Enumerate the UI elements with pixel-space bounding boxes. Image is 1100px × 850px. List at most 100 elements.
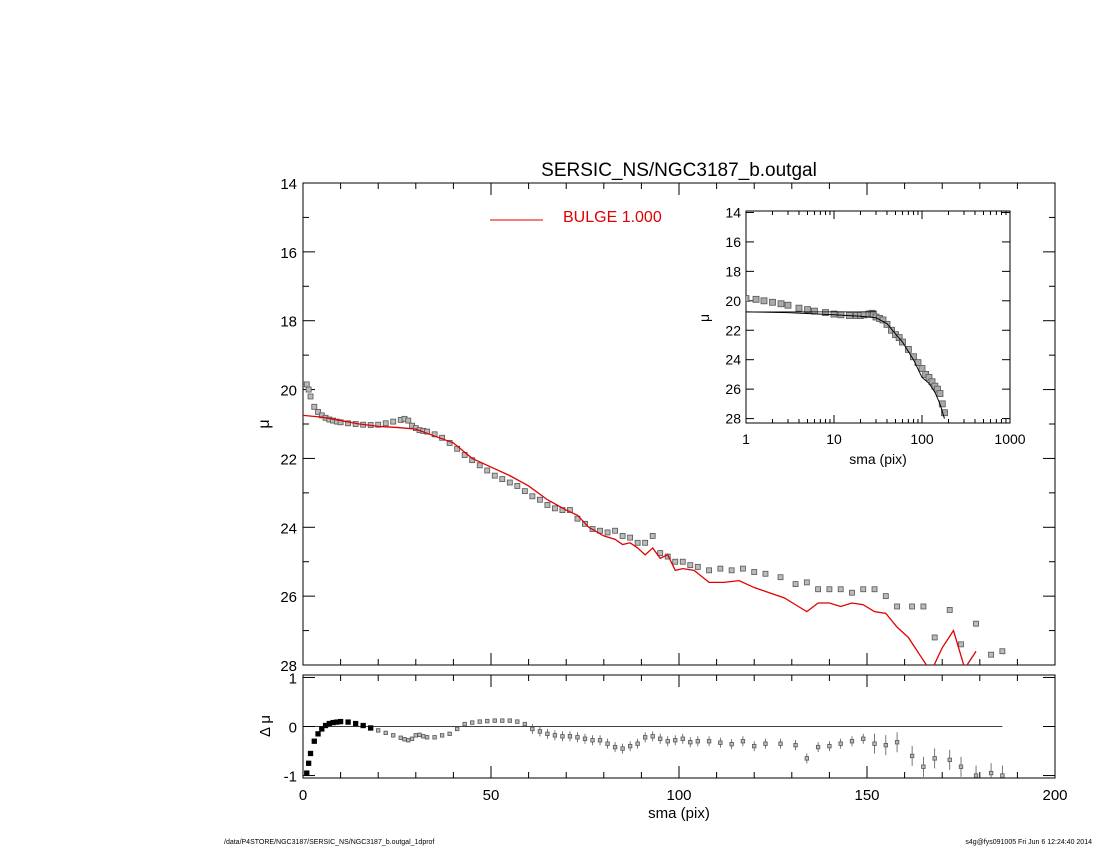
data-point — [909, 603, 916, 610]
main-y-tick-label: 22 — [280, 451, 297, 468]
residual-point — [947, 757, 952, 763]
inset-data-point — [811, 307, 818, 315]
residual-point — [500, 718, 505, 723]
residual-point — [650, 734, 655, 739]
x-tick-label: 150 — [854, 787, 879, 804]
x-axis-label: sma (pix) — [648, 805, 710, 822]
data-point — [305, 386, 312, 393]
data-point — [706, 567, 712, 574]
main-y-tick-label: 24 — [280, 520, 297, 537]
data-point — [604, 529, 611, 536]
data-point — [849, 589, 855, 596]
inset-x-ticks: 1 10 100 1000 — [742, 211, 1026, 447]
residual-point — [424, 735, 430, 740]
residual-point — [665, 739, 670, 744]
x-tick-label: 200 — [1042, 787, 1067, 804]
residual-point — [804, 756, 809, 761]
residual-point — [307, 750, 314, 757]
data-point — [521, 488, 528, 495]
residual-point — [815, 744, 821, 750]
data-point — [315, 409, 321, 415]
footer-timestamp: s4g@fys091005 Fri Jun 6 12:24:40 2014 — [965, 839, 1092, 846]
data-point — [815, 586, 822, 593]
residual-point — [402, 737, 407, 742]
inset-y-tick-label: 20 — [725, 293, 741, 309]
residual-point — [352, 720, 359, 727]
inset-x-axis-label: sma (pix) — [849, 451, 907, 467]
residual-point — [560, 734, 565, 739]
residual-point — [304, 770, 310, 776]
data-point — [476, 462, 483, 469]
inset-data-point — [804, 306, 811, 314]
data-point — [894, 603, 900, 610]
residual-point — [688, 740, 693, 745]
data-point — [762, 570, 769, 577]
data-point — [506, 479, 513, 486]
residual-point — [729, 742, 734, 747]
residual-point — [447, 731, 452, 737]
residual-point — [909, 753, 915, 759]
residual-point — [673, 738, 678, 743]
data-point — [931, 634, 938, 641]
residual-point — [319, 726, 325, 732]
residual-point — [849, 739, 855, 744]
inset-plot-area — [746, 295, 948, 419]
inset-data-point — [795, 304, 803, 312]
data-point — [303, 381, 310, 388]
residual-point — [597, 738, 603, 743]
data-point — [687, 562, 694, 569]
data-point — [672, 558, 679, 565]
inset-y-tick-label: 28 — [725, 411, 741, 427]
data-point — [536, 496, 543, 503]
residual-point — [567, 734, 573, 739]
inset-data-point — [777, 300, 785, 308]
residual-point — [462, 721, 467, 727]
residual-y-ticks: -1 0 1 — [284, 670, 1055, 786]
residual-point — [605, 741, 610, 746]
data-point — [860, 586, 867, 593]
residual-point — [612, 744, 618, 750]
data-point — [717, 565, 724, 572]
residual-point — [337, 718, 344, 725]
residual-point — [988, 770, 994, 776]
residual-point — [643, 735, 648, 740]
data-point — [642, 539, 649, 546]
residual-point — [376, 728, 381, 733]
residual-point — [973, 773, 979, 778]
residual-point — [680, 736, 685, 741]
residual-point — [921, 764, 926, 769]
main-y-tick-label: 20 — [280, 383, 297, 400]
inset-y-tick-label: 26 — [725, 381, 741, 397]
residual-point — [311, 738, 317, 744]
data-point — [792, 581, 799, 587]
data-point — [920, 603, 927, 610]
data-point — [552, 505, 558, 512]
residual-point — [838, 741, 843, 746]
residual-point — [635, 741, 640, 746]
inset-data-point — [760, 297, 768, 305]
residual-point — [383, 730, 388, 736]
residual-point — [778, 741, 783, 746]
inset-data-point — [918, 365, 926, 372]
inset-x-tick-label: 1000 — [994, 431, 1025, 447]
main-y-tick-label: 26 — [280, 589, 297, 606]
data-point — [946, 607, 953, 613]
inset-y-tick-label: 18 — [725, 263, 741, 279]
residual-point — [477, 719, 482, 724]
data-point — [999, 648, 1006, 655]
data-point — [649, 532, 656, 539]
residual-point — [417, 732, 422, 737]
inset-y-tick-label: 22 — [725, 322, 741, 338]
residual-point — [537, 729, 543, 734]
data-point — [728, 567, 735, 574]
data-point — [837, 586, 844, 593]
data-point — [337, 419, 344, 426]
inset-data-point — [830, 310, 838, 318]
x-tick-label: 50 — [483, 787, 500, 804]
residual-point — [492, 718, 497, 723]
inset-data-point — [888, 326, 895, 334]
residual-panel: Δ μ sma (pix) -101 0 50 100 150 200 — [257, 670, 1068, 822]
data-point — [345, 420, 352, 427]
data-point — [431, 431, 438, 438]
legend-label-bulge: BULGE 1.000 — [563, 209, 662, 226]
